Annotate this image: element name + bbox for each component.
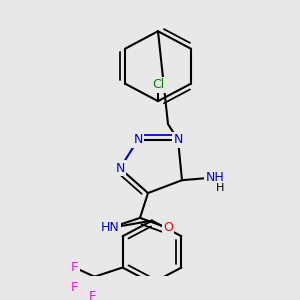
Text: N: N <box>115 162 125 175</box>
Text: F: F <box>71 261 78 274</box>
Text: HN: HN <box>100 221 119 235</box>
Text: N: N <box>173 133 183 146</box>
Text: F: F <box>71 281 78 294</box>
Text: Cl: Cl <box>152 78 164 91</box>
Text: N: N <box>133 133 143 146</box>
Text: NH: NH <box>206 171 224 184</box>
Text: O: O <box>163 221 173 235</box>
Text: F: F <box>89 290 96 300</box>
Text: H: H <box>216 184 224 194</box>
